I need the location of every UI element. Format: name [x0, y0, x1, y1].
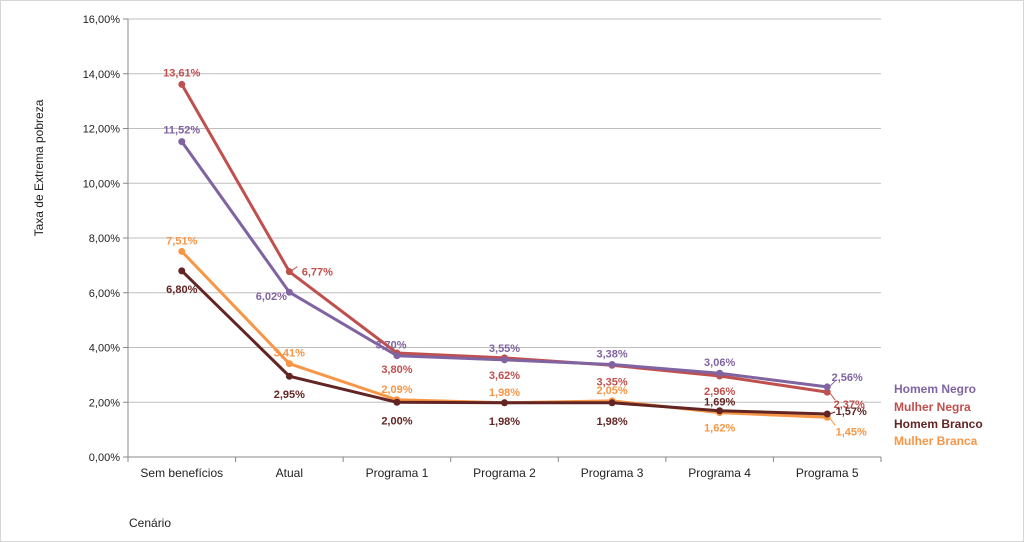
y-tick-label: 2,00% — [89, 397, 120, 409]
data-labels: 11,52% 6,02% 3,70% 3,55% 3,38% 3,06% 2,56% 13,6… — [163, 67, 867, 438]
data-label: 3,62% — [489, 370, 520, 382]
data-point — [393, 352, 401, 360]
data-label: 11,52% — [163, 125, 200, 137]
data-point — [501, 399, 508, 407]
x-tick-label: Programa 1 — [366, 466, 429, 480]
y-tick-label: 10,00% — [83, 178, 121, 190]
data-point — [393, 398, 401, 406]
label-leader-line — [291, 266, 298, 272]
data-label: 6,02% — [256, 291, 287, 303]
legend-label: Mulher Negra — [894, 400, 971, 414]
data-label: 3,35% — [596, 376, 627, 388]
data-label: 1,57% — [836, 406, 867, 418]
data-point — [285, 360, 293, 368]
y-tick-labels: 0,00% 2,00% 4,00% 6,00% 8,00% 10,00% 12,00% 14,… — [83, 14, 121, 464]
data-point — [823, 383, 831, 391]
y-tick-label: 8,00% — [89, 233, 120, 245]
x-axis-title: Cenário — [129, 516, 171, 530]
y-tick-label: 12,00% — [83, 124, 121, 136]
legend-label: Mulher Branca — [894, 434, 978, 448]
data-point — [285, 288, 293, 296]
series-lines — [178, 80, 831, 421]
data-point — [178, 247, 186, 255]
data-label: 1,98% — [489, 387, 520, 399]
x-tick-label: Sem benefícios — [140, 466, 223, 480]
data-label: 1,98% — [596, 416, 627, 428]
legend-label: Homem Branco — [894, 417, 983, 431]
data-label: 3,70% — [375, 340, 406, 352]
x-tick-label: Atual — [276, 466, 303, 480]
data-label: 3,38% — [596, 348, 627, 360]
y-tick-label: 0,00% — [89, 452, 120, 464]
x-tick-label: Programa 5 — [796, 466, 859, 480]
data-label: 2,00% — [381, 415, 412, 427]
data-point — [716, 407, 724, 415]
label-leader-line — [828, 380, 836, 388]
data-label: 2,96% — [704, 386, 735, 398]
y-tick-label: 16,00% — [83, 14, 121, 26]
grid-lines — [123, 18, 881, 458]
y-tick-label: 6,00% — [89, 288, 120, 300]
data-label: 1,69% — [704, 397, 735, 409]
data-point — [716, 369, 724, 377]
x-tick-label: Programa 3 — [581, 466, 644, 480]
data-point — [178, 138, 186, 146]
data-label: 1,45% — [836, 426, 867, 438]
data-label: 7,51% — [166, 235, 197, 247]
data-label: 1,62% — [704, 423, 735, 435]
y-tick-label: 14,00% — [83, 69, 121, 81]
legend-label: Homem Negro — [894, 382, 976, 396]
data-point — [608, 360, 616, 368]
data-label: 2,95% — [274, 389, 305, 401]
data-point — [823, 388, 831, 396]
data-label: 3,55% — [489, 343, 520, 355]
data-point — [285, 268, 293, 276]
data-label: 2,37% — [834, 399, 865, 411]
data-label: 3,41% — [274, 348, 305, 360]
data-point — [608, 399, 616, 407]
y-axis-title: Taxa de Extrema pobreza — [32, 99, 46, 236]
data-point — [285, 372, 293, 380]
data-point — [178, 80, 186, 88]
legend: Homem Negro Mulher Negra Homem Branco Mulhe… — [894, 382, 983, 448]
data-label: 6,80% — [166, 284, 197, 296]
y-tick-label: 4,00% — [89, 343, 120, 355]
label-leader-line — [829, 411, 836, 415]
data-label: 3,80% — [381, 364, 412, 376]
axes — [127, 19, 882, 462]
data-point — [823, 410, 831, 418]
data-point — [501, 356, 508, 364]
x-tick-label: Programa 2 — [473, 466, 536, 480]
x-tick-label: Programa 4 — [688, 466, 751, 480]
label-leader-line — [828, 417, 836, 426]
label-leader-line — [828, 391, 836, 401]
data-label: 1,98% — [489, 416, 520, 428]
data-label: 2,05% — [596, 385, 627, 397]
x-tick-labels: Sem benefícios Atual Programa 1 Programa 2 P… — [140, 466, 858, 480]
data-label: 6,77% — [302, 267, 333, 279]
data-point — [178, 267, 186, 275]
data-label: 2,09% — [381, 384, 412, 396]
data-label: 13,61% — [163, 67, 201, 79]
data-label: 2,56% — [832, 372, 863, 384]
data-label: 3,06% — [704, 357, 735, 369]
